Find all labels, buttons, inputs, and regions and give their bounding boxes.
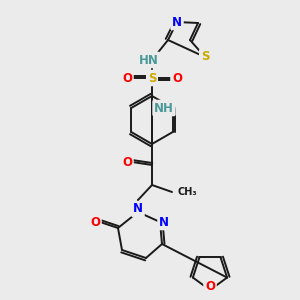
Text: O: O: [90, 215, 100, 229]
Text: HN: HN: [139, 53, 159, 67]
Text: S: S: [148, 71, 156, 85]
Text: O: O: [205, 280, 215, 293]
Text: N: N: [172, 16, 182, 28]
Text: NH: NH: [154, 101, 174, 115]
Text: O: O: [122, 71, 132, 85]
Text: O: O: [122, 155, 132, 169]
Text: CH₃: CH₃: [177, 187, 197, 197]
Text: S: S: [201, 50, 209, 64]
Text: N: N: [133, 202, 143, 215]
Text: O: O: [172, 71, 182, 85]
Text: N: N: [159, 215, 169, 229]
